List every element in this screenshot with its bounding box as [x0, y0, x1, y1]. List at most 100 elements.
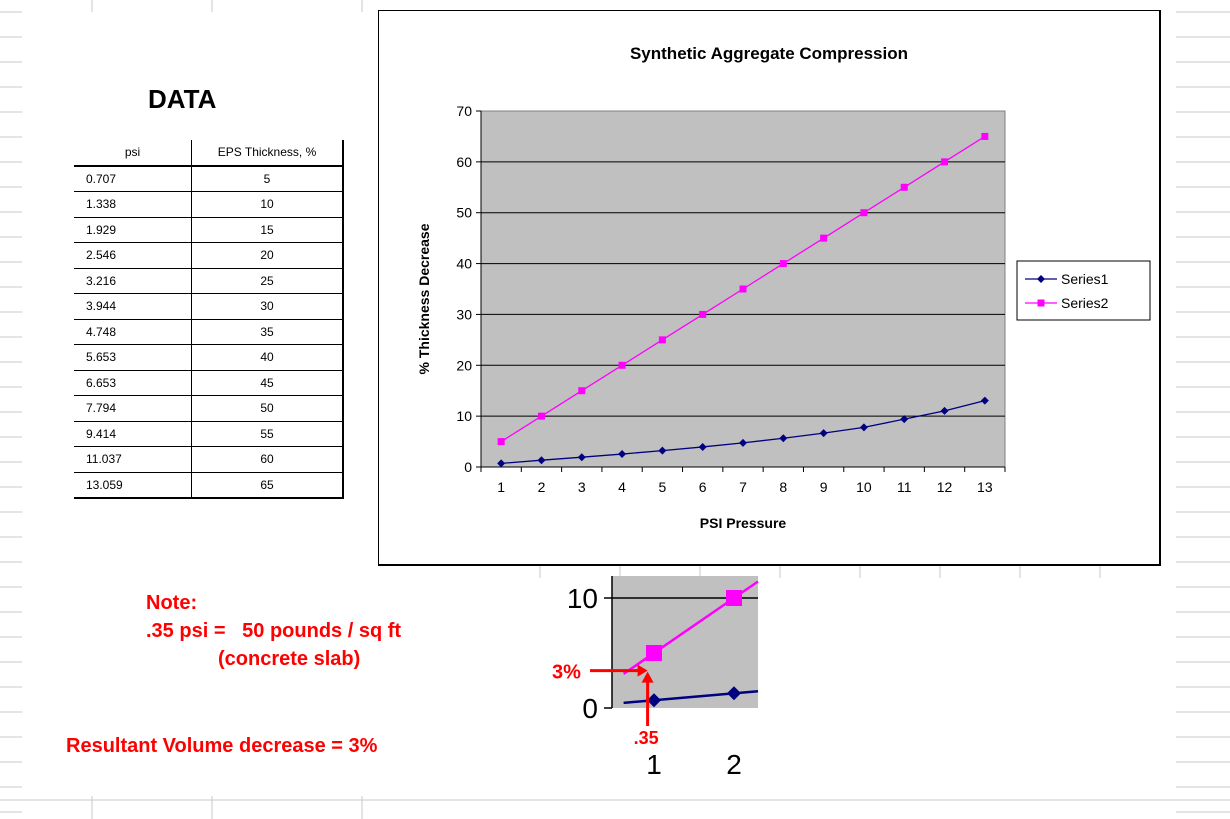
- note-resultant-volume: Resultant Volume decrease = 3%: [66, 735, 378, 757]
- table-row: 5.653 40: [74, 344, 344, 371]
- table-row: 3.216 25: [74, 268, 344, 294]
- cell-thickness: 60: [191, 446, 344, 473]
- data-point: [941, 158, 949, 166]
- y-tick-label: 70: [456, 103, 472, 119]
- cell-psi: 7.794: [74, 395, 192, 422]
- column-header-eps-thickness: EPS Thickness, %: [191, 140, 344, 167]
- zoom-y-tick-label: 0: [582, 693, 598, 724]
- note-concrete-slab: (concrete slab): [218, 648, 361, 670]
- table-row: 2.546 20: [74, 242, 344, 269]
- data-point: [779, 260, 787, 268]
- x-tick-label: 3: [578, 479, 586, 495]
- x-tick-label: 6: [699, 479, 707, 495]
- zoom-y-tick-label: 10: [567, 583, 598, 614]
- x-tick-label: 1: [497, 479, 505, 495]
- table-row: 9.414 55: [74, 421, 344, 447]
- table-row: 1.929 15: [74, 217, 344, 243]
- cell-psi: 2.546: [74, 242, 192, 269]
- y-tick-label: 40: [456, 256, 472, 272]
- cell-thickness: 10: [191, 191, 344, 218]
- data-point: [658, 336, 666, 344]
- chart-panel[interactable]: Synthetic Aggregate Compression 0 10 20 30 40…: [378, 10, 1161, 566]
- legend-label: Series1: [1061, 271, 1109, 287]
- data-point: [497, 459, 506, 468]
- cell-thickness: 20: [191, 242, 344, 269]
- cell-thickness: 40: [191, 344, 344, 371]
- table-row: 0.707 5: [74, 165, 344, 192]
- data-point: [618, 361, 626, 369]
- zoom-data-point: [647, 693, 661, 708]
- zoom-data-point: [726, 590, 742, 606]
- note-label: Note:: [146, 592, 198, 614]
- y-tick-label: 10: [456, 408, 472, 424]
- data-point: [940, 406, 949, 415]
- legend-label: Series2: [1061, 295, 1109, 311]
- table-row: 6.653 45: [74, 370, 344, 396]
- table-row: 3.944 30: [74, 293, 344, 320]
- cell-thickness: 35: [191, 319, 344, 345]
- legend-marker: [1037, 299, 1045, 307]
- data-point: [537, 456, 546, 465]
- y-tick-label: 0: [464, 459, 472, 475]
- data-point: [698, 442, 707, 451]
- zoom-x-tick-label: 1: [646, 749, 662, 780]
- x-tick-label: 10: [856, 479, 872, 495]
- cell-thickness: 55: [191, 421, 344, 447]
- zoom-data-point: [646, 645, 662, 661]
- x-tick-label: 4: [618, 479, 626, 495]
- annotation-x-arrowhead: [641, 671, 654, 683]
- x-axis-label: PSI Pressure: [700, 515, 787, 531]
- data-point: [819, 429, 828, 438]
- data-table-title: DATA: [148, 84, 217, 114]
- data-point: [981, 132, 989, 140]
- annotation-y-label: 3%: [552, 662, 581, 684]
- column-header-psi: psi: [74, 140, 192, 167]
- data-point: [658, 446, 667, 455]
- data-point: [739, 438, 747, 447]
- data-point: [779, 434, 788, 443]
- y-tick-label: 20: [456, 357, 472, 373]
- data-point: [860, 209, 868, 217]
- x-tick-label: 12: [937, 479, 953, 495]
- annotation-x-label: .35: [634, 728, 659, 748]
- cell-psi: 4.748: [74, 319, 192, 345]
- cell-thickness: 45: [191, 370, 344, 396]
- y-tick-label: 50: [456, 205, 472, 221]
- table-header-row: psi EPS Thickness, %: [74, 140, 344, 167]
- cell-thickness: 30: [191, 293, 344, 320]
- annotation-y-arrowhead: [637, 664, 648, 677]
- data-point: [859, 423, 868, 432]
- cell-thickness: 25: [191, 268, 344, 294]
- x-tick-label: 9: [820, 479, 828, 495]
- data-point: [820, 234, 828, 242]
- data-point: [578, 387, 586, 395]
- legend-box: [1016, 260, 1151, 321]
- main-line-chart[interactable]: Synthetic Aggregate Compression 0 10 20 30 40…: [379, 11, 1160, 565]
- cell-psi: 5.653: [74, 344, 192, 371]
- cell-thickness: 5: [191, 165, 344, 192]
- note-pressure-equivalence: .35 psi = 50 pounds / sq ft: [146, 620, 402, 642]
- data-point: [980, 396, 989, 405]
- zoom-data-point: [727, 686, 741, 701]
- data-table: psi EPS Thickness, % 0.707 5 1.338 10 1.929 1…: [74, 140, 344, 499]
- data-point: [900, 183, 908, 191]
- cell-thickness: 65: [191, 472, 344, 499]
- table-row: 4.748 35: [74, 319, 344, 345]
- data-point: [699, 310, 707, 318]
- y-tick-label: 30: [456, 306, 472, 322]
- data-point: [497, 438, 505, 446]
- x-tick-label: 7: [739, 479, 747, 495]
- cell-psi: 3.216: [74, 268, 192, 294]
- legend-marker: [1037, 275, 1045, 283]
- table-row: 7.794 50: [74, 395, 344, 422]
- zoomed-chart-detail: 0 10 1 2 3% .35: [552, 576, 759, 780]
- data-point: [618, 450, 627, 459]
- cell-psi: 0.707: [74, 165, 192, 192]
- data-point: [739, 285, 747, 293]
- zoom-x-tick-label: 2: [726, 749, 742, 780]
- cell-psi: 6.653: [74, 370, 192, 396]
- table-row: 1.338 10: [74, 191, 344, 218]
- cell-psi: 11.037: [74, 446, 192, 473]
- cell-thickness: 50: [191, 395, 344, 422]
